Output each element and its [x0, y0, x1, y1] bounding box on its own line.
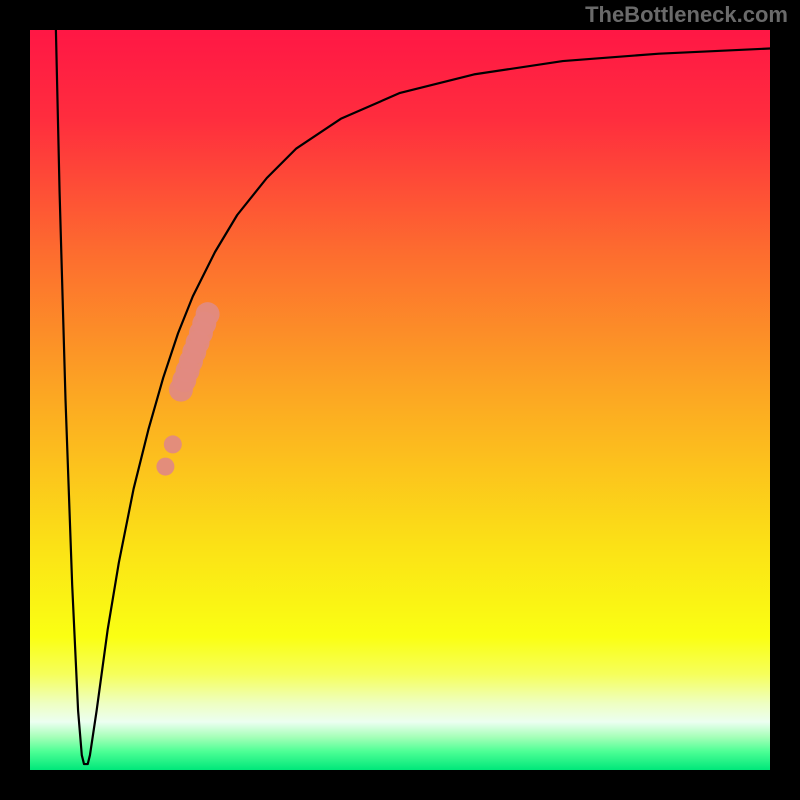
- chart-svg: [0, 0, 800, 800]
- watermark-text: TheBottleneck.com: [585, 2, 788, 28]
- bottleneck-chart: TheBottleneck.com: [0, 0, 800, 800]
